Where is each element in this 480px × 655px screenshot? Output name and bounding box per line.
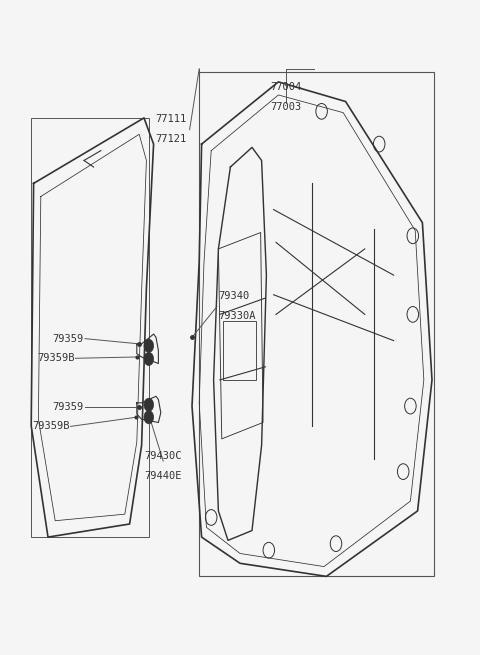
Text: 79440E: 79440E (144, 471, 182, 481)
Text: 79359: 79359 (53, 333, 84, 344)
Text: 79359B: 79359B (32, 421, 70, 432)
Bar (199, 72, 434, 576)
Text: 77111: 77111 (155, 115, 186, 124)
Circle shape (144, 339, 154, 352)
Text: 79359: 79359 (53, 402, 84, 413)
Circle shape (144, 398, 154, 411)
Text: 79430C: 79430C (144, 451, 182, 461)
Bar (31, 118, 149, 537)
Text: 79340: 79340 (218, 291, 250, 301)
Text: 77004: 77004 (270, 82, 301, 92)
Circle shape (144, 352, 154, 365)
Text: 79330A: 79330A (218, 311, 256, 321)
Circle shape (144, 411, 154, 424)
Text: 77121: 77121 (155, 134, 186, 144)
Bar (223, 321, 256, 380)
Text: 77003: 77003 (270, 102, 301, 111)
Text: 79359B: 79359B (37, 353, 74, 364)
